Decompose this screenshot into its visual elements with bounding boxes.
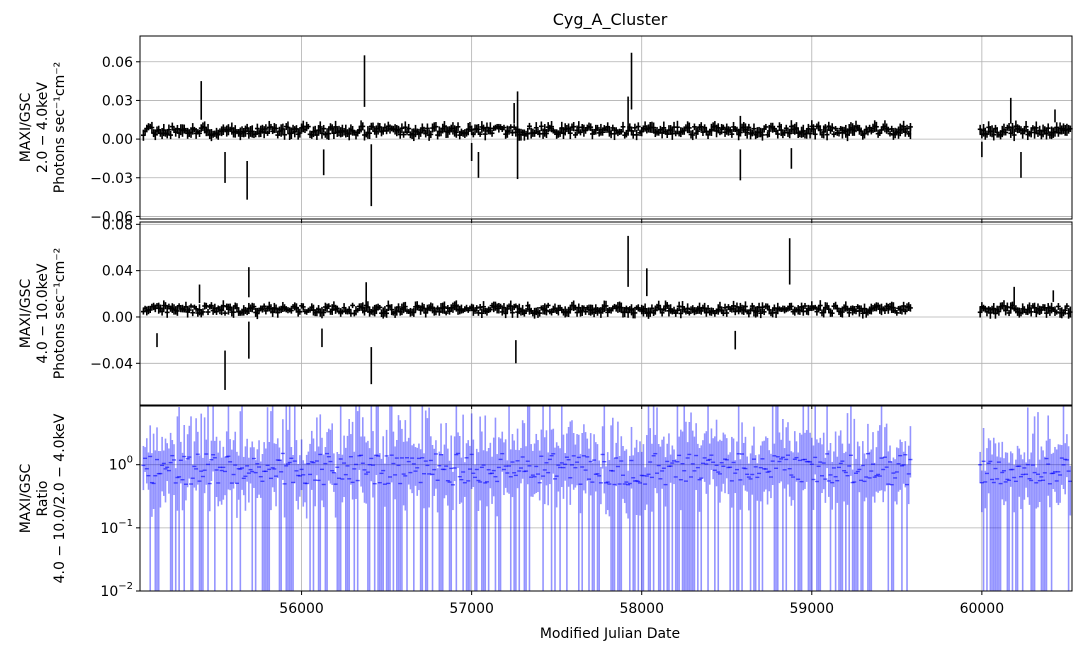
y-tick-label: 0.08 bbox=[102, 217, 133, 233]
x-tick-label: 56000 bbox=[279, 601, 324, 617]
y-axis-title-soft: 2.0 − 4.0keV bbox=[35, 82, 51, 173]
y-axis-title-soft: Photons sec⁻¹cm⁻² bbox=[52, 62, 68, 194]
y-tick-label: 10−1 bbox=[100, 518, 133, 537]
y-tick-label: −0.04 bbox=[90, 356, 133, 372]
x-tick-label: 57000 bbox=[449, 601, 494, 617]
series-soft bbox=[141, 52, 1073, 207]
y-axis-title-ratio: MAXI/GSC bbox=[18, 463, 34, 533]
panel-frame-soft bbox=[139, 35, 1073, 220]
data-series bbox=[141, 52, 1073, 591]
chart-title: Cyg_A_Cluster bbox=[553, 10, 668, 30]
series-ratio bbox=[141, 406, 1073, 591]
panel-frame-hard bbox=[139, 221, 1073, 406]
y-axis-title-ratio: Ratio bbox=[35, 481, 51, 517]
y-axis-title-hard: MAXI/GSC bbox=[18, 278, 34, 348]
y-tick-label: 0.04 bbox=[102, 264, 133, 280]
y-tick-label: 100 bbox=[109, 455, 133, 474]
x-tick-label: 58000 bbox=[619, 601, 664, 617]
y-tick-label: −0.03 bbox=[90, 171, 133, 187]
y-axis-title-soft: MAXI/GSC bbox=[18, 92, 34, 162]
y-tick-label: 0.00 bbox=[102, 310, 133, 326]
y-tick-label: 10−2 bbox=[100, 581, 133, 600]
series-hard bbox=[141, 235, 1073, 390]
y-axis-title-hard: 4.0 − 10.0keV bbox=[35, 263, 51, 363]
panel-frame-ratio bbox=[139, 405, 1073, 592]
y-tick-label: 0.00 bbox=[102, 132, 133, 148]
y-tick-label: −0.06 bbox=[90, 209, 133, 225]
y-axis-title-hard: Photons sec⁻¹cm⁻² bbox=[52, 248, 68, 380]
y-axis-title-ratio: 4.0 − 10.0/2.0 − 4.0keV bbox=[52, 413, 68, 583]
y-tick-label: 0.03 bbox=[102, 93, 133, 109]
x-tick-label: 59000 bbox=[790, 601, 835, 617]
y-tick-label: 0.06 bbox=[102, 55, 133, 71]
x-tick-label: 60000 bbox=[960, 601, 1005, 617]
x-axis-title: Modified Julian Date bbox=[540, 626, 680, 642]
